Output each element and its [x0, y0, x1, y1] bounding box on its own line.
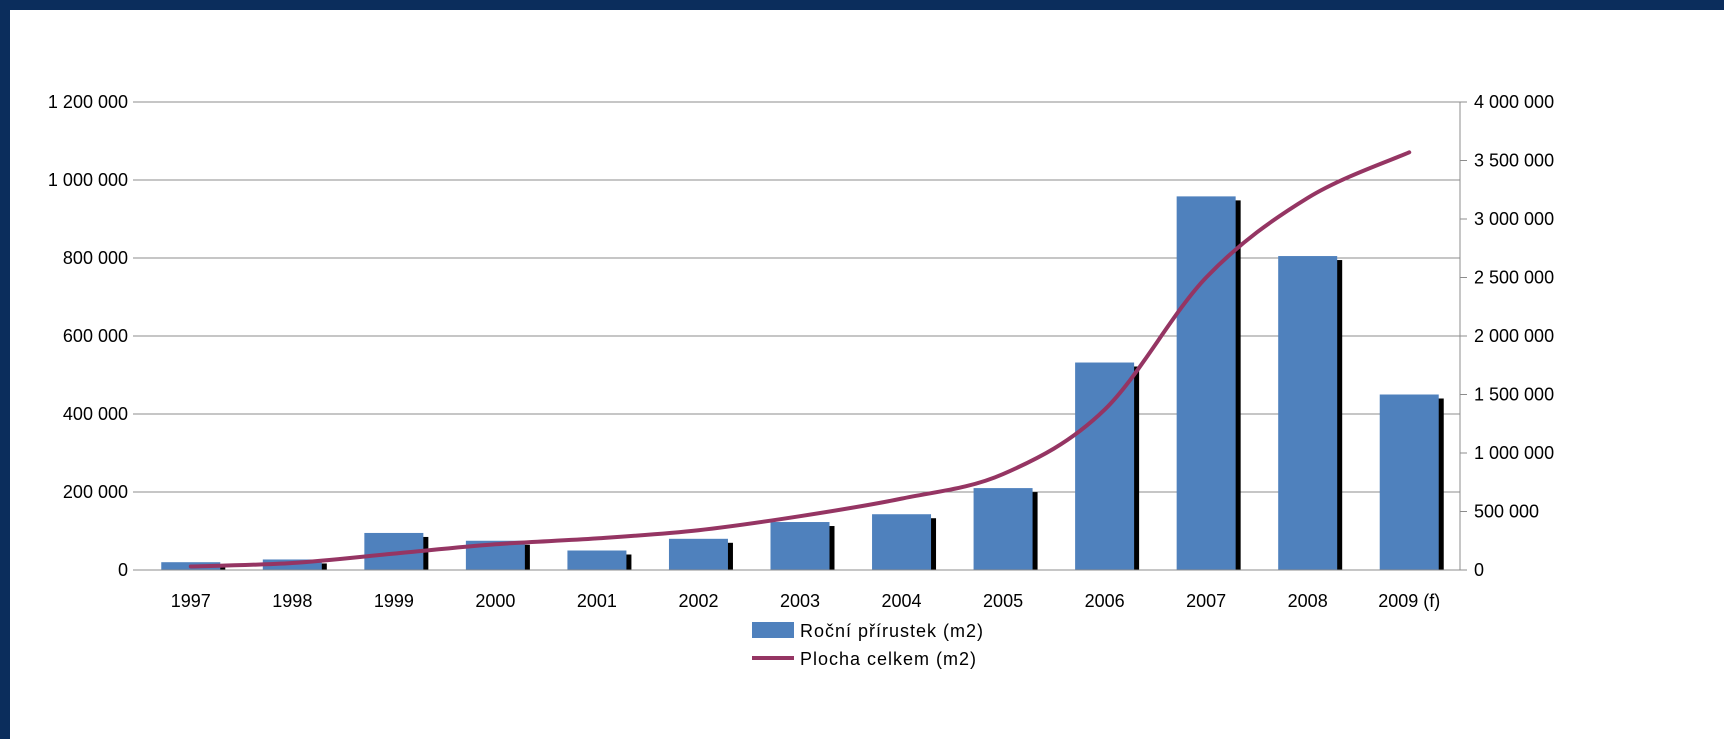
bar	[1379, 394, 1439, 570]
bar	[770, 522, 830, 570]
y-right-tick-label: 3 000 000	[1474, 209, 1554, 229]
y-left-tick-label: 600 000	[63, 326, 128, 346]
x-tick-label: 2009 (f)	[1378, 591, 1440, 611]
gridlines	[140, 101, 1460, 571]
y-right-tick-label: 1 500 000	[1474, 385, 1554, 405]
y-right-tick-label: 0	[1474, 560, 1484, 580]
chart-frame: 0 200 000 400 000 600 000 800 000 1 000 000 1 …	[10, 10, 1724, 739]
legend-swatch-bar	[752, 622, 794, 638]
y-left-tick-label: 800 000	[63, 248, 128, 268]
y-right-tick-label: 2 500 000	[1474, 268, 1554, 288]
bar	[668, 538, 728, 570]
bar	[567, 550, 627, 570]
y-right-tick-label: 2 000 000	[1474, 326, 1554, 346]
legend-label-line: Plocha celkem (m2)	[800, 649, 977, 669]
x-tick-label: 2002	[678, 591, 718, 611]
bar	[1278, 256, 1338, 570]
y-left-tick-label: 0	[118, 560, 128, 580]
y-right-tick-label: 500 000	[1474, 502, 1539, 522]
y-left-tick-label: 200 000	[63, 482, 128, 502]
bar-series	[161, 196, 1444, 570]
x-tick-label: 2000	[475, 591, 515, 611]
y-left-tick-label: 1 000 000	[48, 170, 128, 190]
bar	[1176, 196, 1236, 570]
bar	[872, 514, 932, 570]
x-tick-label: 1997	[171, 591, 211, 611]
x-tick-label: 2005	[983, 591, 1023, 611]
x-tick-label: 2006	[1085, 591, 1125, 611]
legend-label-bar: Roční přírustek (m2)	[800, 621, 984, 641]
series-line-plocha-celkem	[188, 150, 1412, 569]
x-tick-label: 2008	[1288, 591, 1328, 611]
line-series	[188, 150, 1412, 569]
combo-chart: 0 200 000 400 000 600 000 800 000 1 000 000 1 …	[48, 92, 1554, 669]
axes: 0 200 000 400 000 600 000 800 000 1 000 000 1 …	[48, 92, 1554, 611]
bar	[973, 488, 1033, 570]
x-tick-label: 2007	[1186, 591, 1226, 611]
y-right-tick-label: 3 500 000	[1474, 151, 1554, 171]
x-tick-label: 1998	[272, 591, 312, 611]
y-right-tick-label: 1 000 000	[1474, 443, 1554, 463]
y-left-tick-label: 400 000	[63, 404, 128, 424]
x-tick-label: 2001	[577, 591, 617, 611]
legend: Roční přírustek (m2) Plocha celkem (m2)	[752, 621, 984, 669]
y-left-tick-label: 1 200 000	[48, 92, 128, 112]
x-tick-label: 1999	[374, 591, 414, 611]
bar	[1075, 362, 1135, 570]
x-tick-label: 2004	[882, 591, 922, 611]
x-tick-label: 2003	[780, 591, 820, 611]
y-right-tick-label: 4 000 000	[1474, 92, 1554, 112]
